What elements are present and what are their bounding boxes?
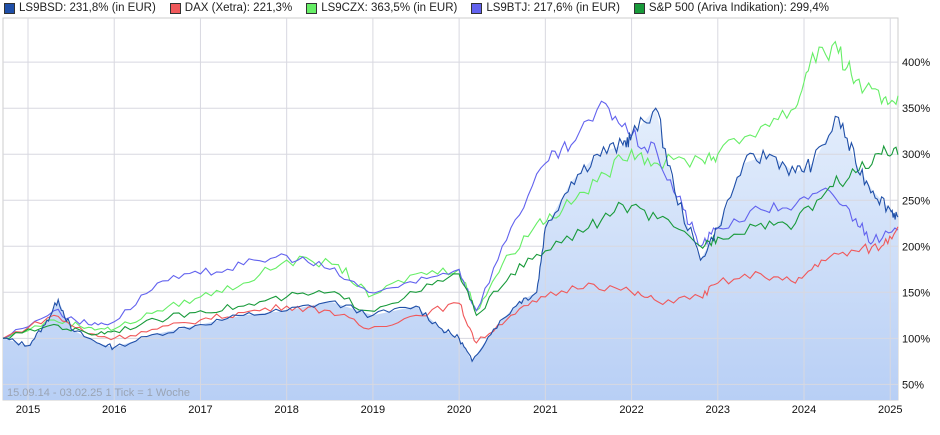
y-tick-label: 250% [902, 195, 930, 207]
x-tick-label: 2021 [533, 404, 557, 416]
series-line-dax [2, 226, 899, 344]
x-tick-label: 2022 [619, 404, 643, 416]
y-tick-label: 150% [902, 287, 930, 299]
y-tick-label: 50% [902, 379, 924, 391]
y-tick-label: 400% [902, 57, 930, 69]
x-tick-label: 2019 [361, 404, 385, 416]
x-tick-label: 2015 [16, 404, 40, 416]
series-area-ls9bsd [3, 108, 898, 400]
legend-swatch [633, 2, 645, 14]
legend-item[interactable]: LS9BSD: 231,8% (in EUR) [4, 0, 156, 16]
series-line-ls9btj [2, 100, 899, 339]
x-tick-label: 2020 [447, 404, 471, 416]
x-tick-label: 2016 [102, 404, 126, 416]
legend-item[interactable]: LS9BTJ: 217,6% (in EUR) [471, 0, 620, 16]
legend-label: DAX (Xetra): 221,3% [184, 2, 293, 14]
legend-item[interactable]: LS9CZX: 363,5% (in EUR) [306, 0, 457, 16]
legend-label: LS9CZX: 363,5% (in EUR) [321, 2, 458, 14]
legend-label: LS9BSD: 231,8% (in EUR) [19, 2, 156, 14]
x-tick-label: 2018 [274, 404, 298, 416]
y-tick-label: 100% [902, 333, 930, 345]
series-line-ls9czx [2, 40, 899, 339]
legend-label: LS9BTJ: 217,6% (in EUR) [486, 2, 620, 14]
series-line-ls9bsd [2, 107, 899, 363]
x-tick-label: 2024 [792, 404, 816, 416]
legend-item[interactable]: DAX (Xetra): 221,3% [169, 0, 293, 16]
legend-swatch [4, 2, 15, 14]
legend-swatch [471, 2, 483, 14]
legend: LS9BSD: 231,8% (in EUR) DAX (Xetra): 221,… [4, 0, 829, 16]
legend-item[interactable]: S&P 500 (Ariva Indikation): 299,4% [633, 0, 829, 16]
legend-label: S&P 500 (Ariva Indikation): 299,4% [648, 2, 829, 14]
y-tick-label: 300% [902, 149, 930, 161]
x-tick-label: 2023 [706, 404, 730, 416]
legend-swatch [306, 2, 318, 14]
x-tick-label: 2017 [188, 404, 212, 416]
date-range-caption: 15.09.14 - 03.02.25 1 Tick = 1 Woche [7, 387, 190, 399]
series-line-s-p-500 [3, 144, 899, 339]
y-tick-label: 350% [902, 103, 930, 115]
x-tick-label: 2025 [878, 404, 902, 416]
y-tick-label: 200% [902, 241, 930, 253]
legend-swatch [169, 2, 181, 14]
